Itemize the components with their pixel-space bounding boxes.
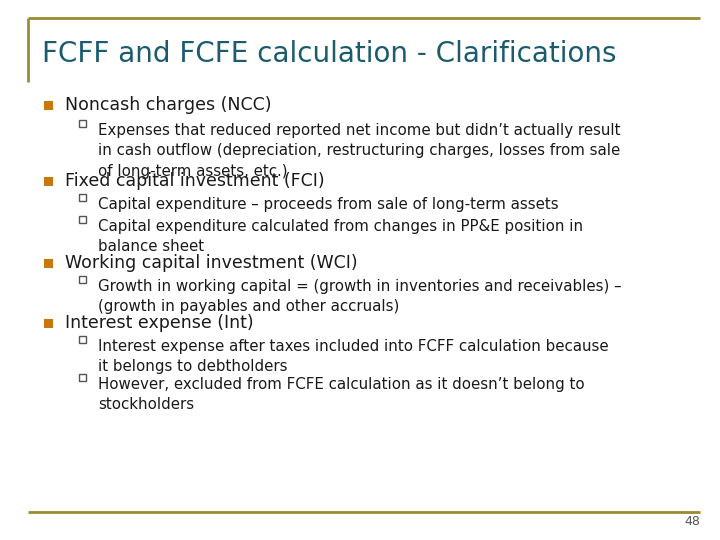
Text: Noncash charges (NCC): Noncash charges (NCC) [65,96,271,114]
Text: Working capital investment (WCI): Working capital investment (WCI) [65,254,358,272]
Text: Capital expenditure calculated from changes in PP&E position in
balance sheet: Capital expenditure calculated from chan… [98,219,583,254]
Bar [78,119,86,126]
Bar [43,319,53,327]
Text: Growth in working capital = (growth in inventories and receivables) –
(growth in: Growth in working capital = (growth in i… [98,279,621,314]
Text: Interest expense (Int): Interest expense (Int) [65,314,253,332]
Bar [78,275,86,282]
Text: Expenses that reduced reported net income but didn’t actually result
in cash out: Expenses that reduced reported net incom… [98,123,621,179]
Text: 48: 48 [684,515,700,528]
Bar [43,177,53,186]
Bar [78,193,86,200]
Bar [78,215,86,222]
Bar [78,374,86,381]
Bar [43,100,53,110]
Bar [43,259,53,267]
Text: However, excluded from FCFE calculation as it doesn’t belong to
stockholders: However, excluded from FCFE calculation … [98,377,585,413]
Text: Capital expenditure – proceeds from sale of long-term assets: Capital expenditure – proceeds from sale… [98,197,559,212]
Text: Fixed capital investment (FCI): Fixed capital investment (FCI) [65,172,325,190]
Bar [78,335,86,342]
Text: Interest expense after taxes included into FCFF calculation because
it belongs t: Interest expense after taxes included in… [98,339,608,374]
Text: FCFF and FCFE calculation - Clarifications: FCFF and FCFE calculation - Clarificatio… [42,40,616,68]
